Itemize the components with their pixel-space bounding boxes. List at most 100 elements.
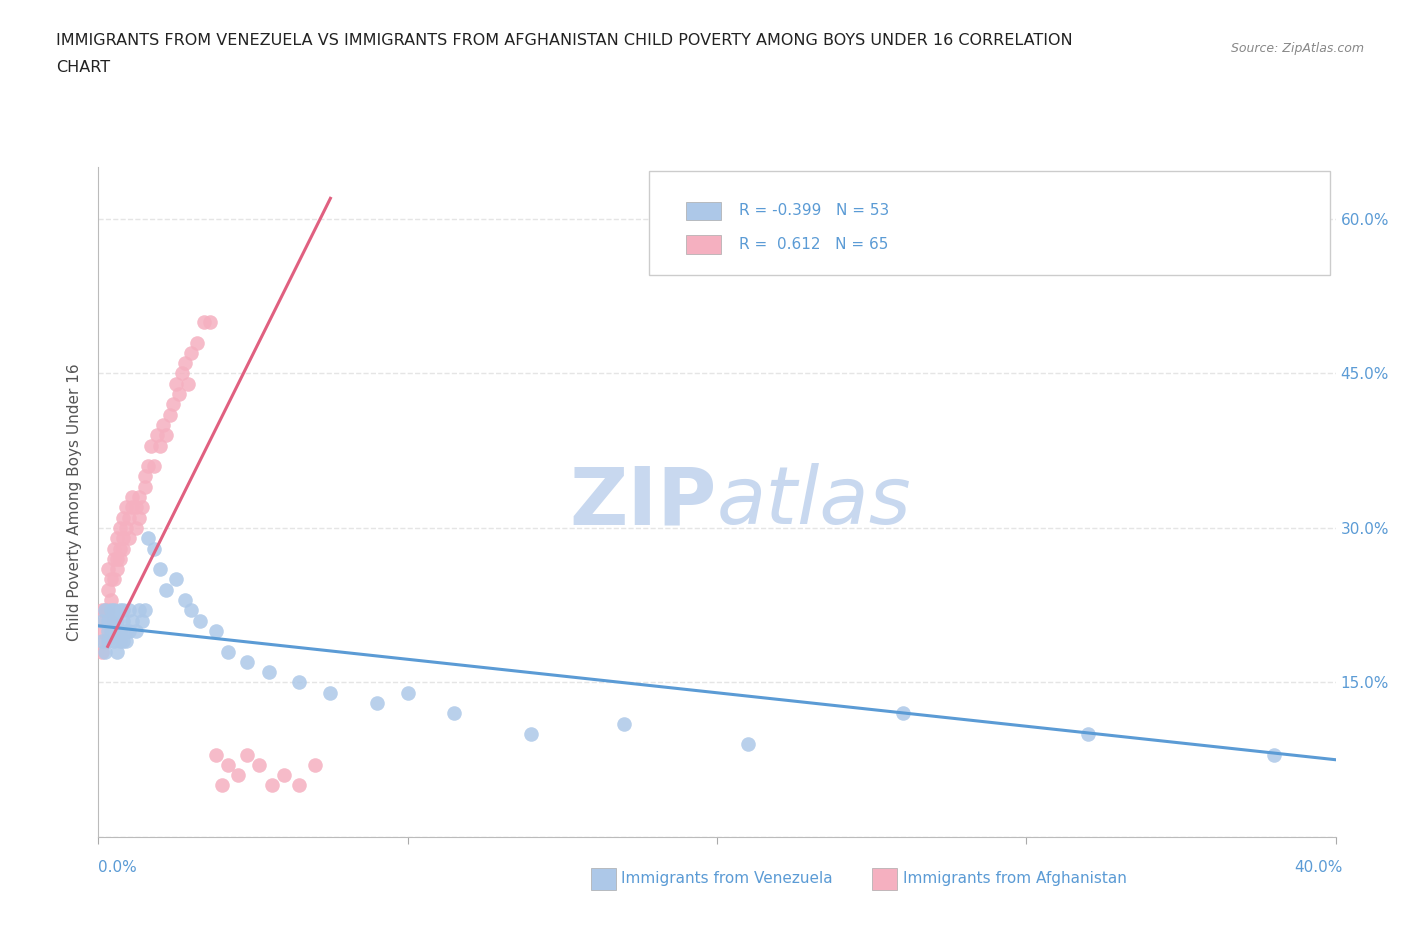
Text: CHART: CHART [56,60,110,75]
FancyBboxPatch shape [686,202,721,220]
Point [155,582,177,597]
Point [103,572,125,587]
Point [170,366,193,381]
Point [93,603,115,618]
Point [97,634,120,649]
Point [93,644,115,659]
Point [115,521,138,536]
Point [186,335,208,350]
Point [205,623,228,638]
Point [121,489,143,504]
Point [396,685,419,700]
Point [112,613,135,628]
Point [90,644,112,659]
Point [520,726,543,741]
Point [205,747,228,762]
Point [177,377,200,392]
Point [128,489,150,504]
Point [112,603,135,618]
Point [103,551,125,566]
Point [103,541,125,556]
Point [93,634,115,649]
Point [108,521,131,536]
Point [97,562,120,577]
Point [304,757,326,772]
Point [128,511,150,525]
Point [174,355,197,370]
Point [136,458,159,473]
Point [118,623,141,638]
Text: Source: ZipAtlas.com: Source: ZipAtlas.com [1230,42,1364,55]
Point [108,551,131,566]
Point [131,500,153,515]
Point [118,511,141,525]
Point [105,644,128,659]
Point [97,603,120,618]
Text: R = -0.399   N = 53: R = -0.399 N = 53 [740,204,890,219]
Point [108,634,131,649]
Point [134,603,156,618]
Point [165,572,187,587]
Point [105,531,128,546]
Point [100,572,122,587]
Point [226,768,249,783]
Point [93,603,115,618]
Point [124,623,146,638]
Point [90,634,112,649]
Text: IMMIGRANTS FROM VENEZUELA VS IMMIGRANTS FROM AFGHANISTAN CHILD POVERTY AMONG BOY: IMMIGRANTS FROM VENEZUELA VS IMMIGRANTS … [56,33,1073,47]
Point [131,613,153,628]
Point [167,387,190,402]
Point [134,479,156,494]
Point [180,345,202,360]
Text: R =  0.612   N = 65: R = 0.612 N = 65 [740,237,889,252]
Point [236,655,259,670]
Point [217,757,239,772]
Text: 0.0%: 0.0% [98,860,138,875]
Point [124,500,146,515]
Point [93,613,115,628]
Point [217,644,239,659]
Point [103,603,125,618]
Point [273,768,295,783]
Point [115,623,138,638]
Point [90,613,112,628]
Point [162,397,184,412]
Point [146,428,169,443]
Point [180,603,202,618]
Point [97,623,120,638]
Point [124,521,146,536]
Text: 40.0%: 40.0% [1295,860,1343,875]
Point [108,603,131,618]
Text: Immigrants from Afghanistan: Immigrants from Afghanistan [903,871,1126,886]
Point [100,623,122,638]
Point [319,685,342,700]
Point [136,531,159,546]
Point [118,531,141,546]
Point [90,603,112,618]
Text: ZIP: ZIP [569,463,717,541]
Point [105,613,128,628]
Point [97,613,120,628]
Point [90,623,112,638]
FancyBboxPatch shape [686,235,721,254]
Point [149,562,172,577]
Point [198,314,221,329]
Point [165,377,187,392]
Point [891,706,914,721]
Point [260,778,283,793]
Point [115,634,138,649]
Point [236,747,259,762]
Point [121,613,143,628]
Point [152,418,174,432]
Point [103,634,125,649]
Point [143,458,166,473]
Point [112,541,135,556]
Point [1077,726,1099,741]
Point [737,737,759,751]
Point [105,551,128,566]
Point [211,778,233,793]
Point [112,531,135,546]
Point [613,716,636,731]
Point [105,623,128,638]
Point [103,613,125,628]
